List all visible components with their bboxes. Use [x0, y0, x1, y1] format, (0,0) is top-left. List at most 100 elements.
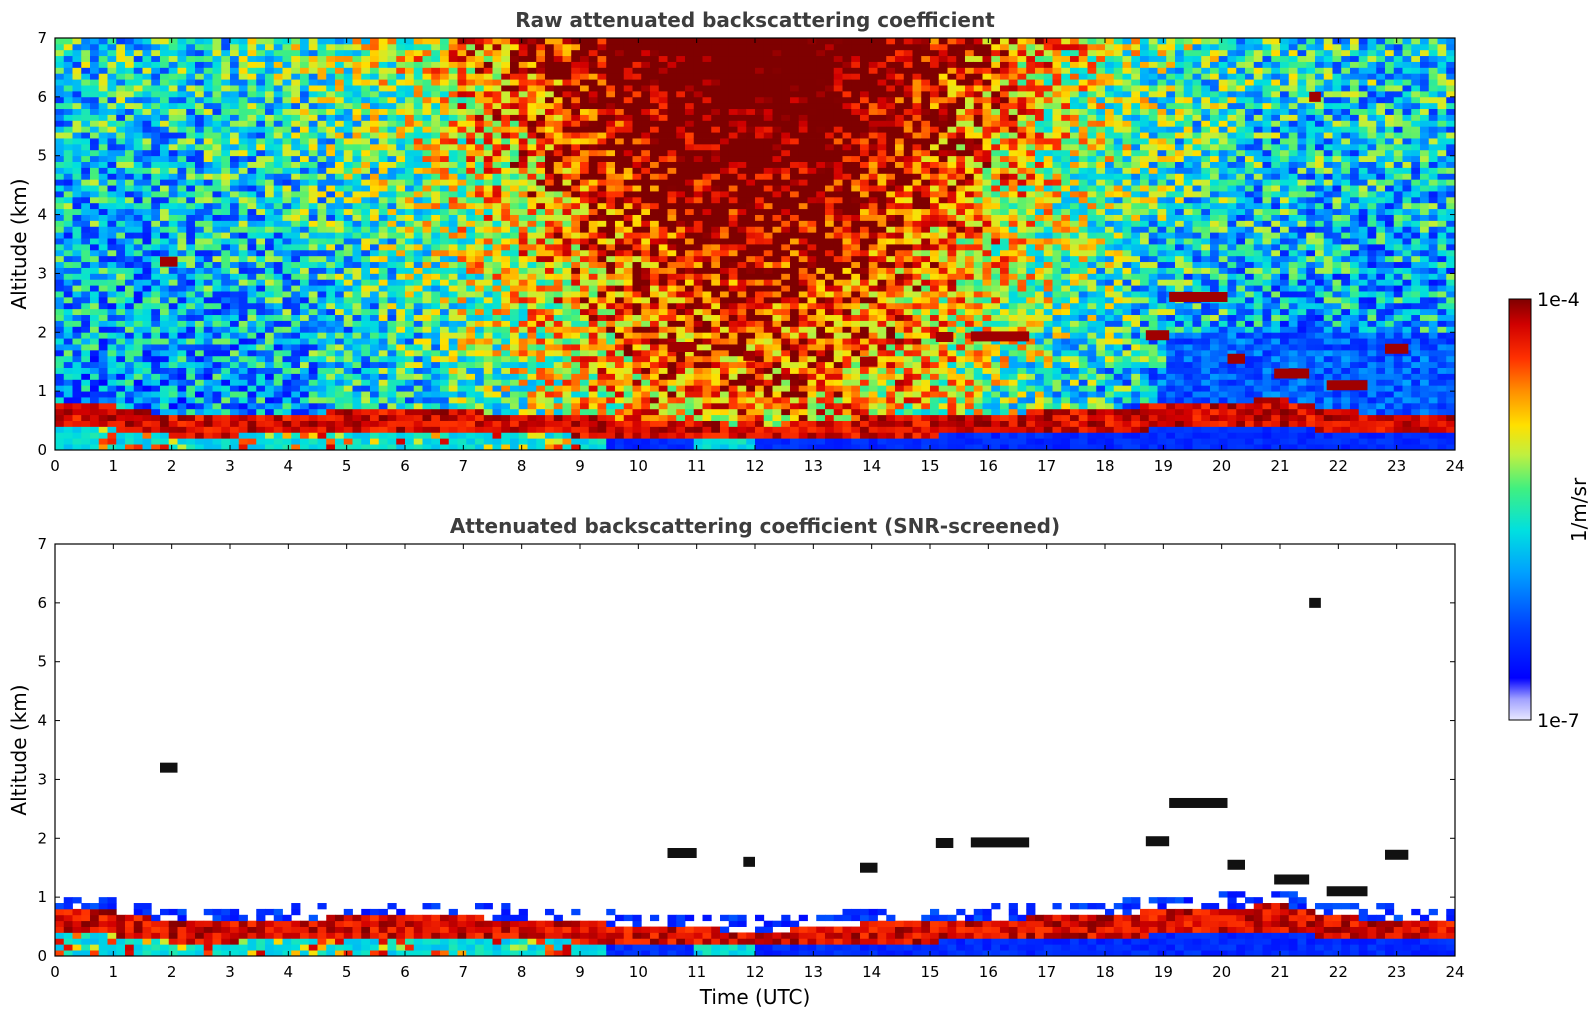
- backscatter-cell: [63, 391, 73, 398]
- backscatter-cell: [343, 249, 353, 257]
- backscatter-cell: [422, 444, 432, 451]
- backscatter-cell: [553, 273, 563, 280]
- backscatter-cell: [483, 120, 493, 127]
- backscatter-cell: [335, 61, 345, 68]
- backscatter-cell: [641, 138, 651, 145]
- backscatter-cell: [55, 232, 65, 239]
- backscatter-cell: [273, 285, 283, 292]
- backscatter-cell: [300, 385, 310, 392]
- backscatter-cell: [518, 249, 528, 257]
- backscatter-cell: [527, 308, 537, 316]
- backscatter-cell: [466, 279, 476, 286]
- backscatter-cell: [151, 214, 161, 221]
- backscatter-cell: [483, 273, 493, 280]
- backscatter-cell: [308, 420, 318, 427]
- backscatter-cell: [151, 185, 161, 192]
- backscatter-cell: [326, 90, 336, 98]
- backscatter-cell: [326, 55, 336, 62]
- backscatter-cell: [230, 291, 240, 298]
- backscatter-cell: [116, 238, 126, 245]
- backscatter-cell: [107, 249, 117, 257]
- backscatter-cell: [343, 167, 353, 174]
- backscatter-cell: [536, 402, 546, 410]
- backscatter-cell: [396, 191, 406, 198]
- backscatter-cell: [536, 85, 546, 92]
- backscatter-cell: [326, 220, 336, 227]
- backscatter-cell: [571, 397, 581, 404]
- backscatter-cell: [378, 273, 388, 280]
- backscatter-cell: [116, 126, 126, 133]
- backscatter-cell: [63, 438, 73, 445]
- backscatter-cell: [160, 102, 170, 110]
- backscatter-cell: [483, 114, 493, 121]
- backscatter-cell: [116, 73, 126, 80]
- backscatter-cell: [571, 344, 581, 351]
- backscatter-cell: [536, 38, 546, 45]
- backscatter-cell: [273, 320, 283, 327]
- backscatter-cell: [125, 96, 135, 104]
- backscatter-cell: [151, 126, 161, 133]
- backscatter-cell: [492, 273, 502, 280]
- backscatter-cell: [116, 408, 126, 416]
- backscatter-cell: [413, 55, 423, 62]
- backscatter-cell: [387, 391, 397, 398]
- backscatter-cell: [413, 420, 423, 427]
- backscatter-cell: [160, 397, 170, 404]
- backscatter-cell: [133, 397, 143, 404]
- backscatter-cell: [536, 67, 546, 74]
- backscatter-cell: [168, 208, 178, 215]
- backscatter-cell: [632, 138, 642, 145]
- backscatter-cell: [501, 349, 511, 357]
- backscatter-cell: [405, 108, 415, 115]
- backscatter-cell: [413, 391, 423, 398]
- backscatter-cell: [562, 108, 572, 115]
- backscatter-cell: [291, 379, 301, 386]
- backscatter-cell: [273, 232, 283, 239]
- backscatter-cell: [588, 402, 598, 410]
- backscatter-cell: [553, 285, 563, 292]
- backscatter-cell: [510, 196, 520, 204]
- backscatter-cell: [160, 226, 170, 233]
- backscatter-cell: [98, 185, 108, 192]
- backscatter-cell: [370, 90, 380, 98]
- backscatter-cell: [378, 73, 388, 80]
- backscatter-cell: [282, 220, 292, 227]
- backscatter-cell: [282, 143, 292, 151]
- backscatter-cell: [667, 185, 677, 192]
- backscatter-cell: [658, 43, 668, 51]
- backscatter-cell: [186, 344, 196, 351]
- backscatter-cell: [378, 296, 388, 304]
- backscatter-cell: [667, 291, 677, 298]
- backscatter-cell: [457, 296, 467, 304]
- backscatter-cell: [597, 85, 607, 92]
- backscatter-cell: [405, 79, 415, 86]
- backscatter-cell: [396, 349, 406, 357]
- backscatter-cell: [72, 296, 82, 304]
- backscatter-cell: [308, 143, 318, 151]
- backscatter-cell: [641, 85, 651, 92]
- backscatter-cell: [580, 355, 590, 363]
- backscatter-cell: [133, 114, 143, 121]
- backscatter-cell: [335, 155, 345, 162]
- backscatter-cell: [466, 167, 476, 174]
- backscatter-cell: [518, 326, 528, 333]
- backscatter-cell: [63, 326, 73, 333]
- backscatter-cell: [387, 285, 397, 292]
- backscatter-cell: [370, 373, 380, 380]
- backscatter-cell: [308, 314, 318, 321]
- backscatter-cell: [247, 438, 257, 445]
- backscatter-cell: [186, 102, 196, 110]
- backscatter-cell: [378, 173, 388, 180]
- backscatter-cell: [501, 355, 511, 363]
- backscatter-cell: [160, 96, 170, 104]
- backscatter-cell: [195, 232, 205, 239]
- backscatter-cell: [335, 132, 345, 139]
- backscatter-cell: [588, 420, 598, 427]
- backscatter-cell: [98, 291, 108, 298]
- backscatter-cell: [203, 244, 213, 251]
- backscatter-cell: [98, 214, 108, 221]
- backscatter-cell: [186, 379, 196, 386]
- backscatter-cell: [431, 397, 441, 404]
- backscatter-cell: [116, 155, 126, 162]
- backscatter-cell: [177, 167, 187, 174]
